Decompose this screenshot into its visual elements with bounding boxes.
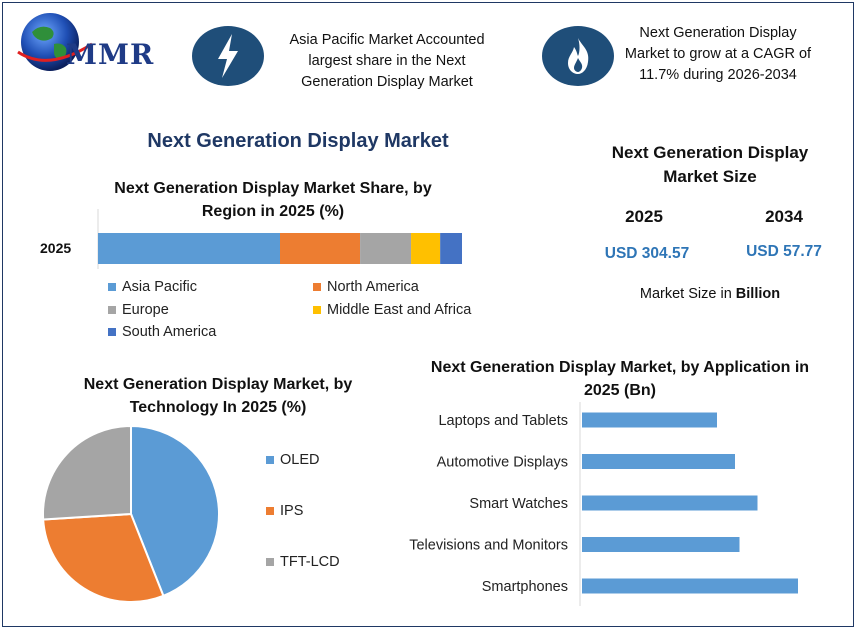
market-size-value-2034: USD 57.77 [746,243,822,260]
legend-label: North America [327,279,419,295]
legend-swatch [313,305,321,314]
region-legend-item-north-america: North America [313,279,419,295]
region-bar-segment-asia-pacific [98,233,280,264]
info-text-cagr: Next Generation Display Market to grow a… [624,25,812,83]
pie-slice-tft-lcd [42,424,132,521]
legend-label: Middle East and Africa [327,301,472,318]
globe-icon [17,13,93,71]
application-category-label-smartphones: Smartphones [482,579,568,595]
legend-swatch [266,456,274,464]
flame-icon [568,38,589,74]
legend-swatch [108,305,116,314]
application-bar-televisions-and-monitors [582,537,740,552]
application-bar-smart-watches [582,495,758,511]
application-bar-chart: Laptops and Tablets Automotive Displays Sm… [409,402,798,606]
info-text-asia-pacific: Asia Pacific Market Accounted largest sh… [289,32,485,90]
technology-chart-title: Next Generation Display Market, by Techn… [83,376,353,416]
region-legend-item-europe: Europe [108,302,169,318]
region-bar-segment-north-america [280,233,361,264]
legend-label: South America [122,324,217,340]
application-bar-laptops-and-tablets [582,412,717,428]
technology-legend-item-tft-lcd: TFT-LCD [266,554,340,570]
market-size-value-2025: USD 304.57 [604,245,690,262]
technology-legend-item-oled: OLED [266,452,320,468]
market-size-unit-note: Market Size in Billion [639,286,781,302]
application-bar-smartphones [582,578,798,594]
legend-label: OLED [280,452,320,468]
application-chart-title: Next Generation Display Market, by Appli… [430,359,810,399]
region-legend-item-middle-east-and-africa: Middle East and Africa [313,302,471,318]
region-legend-item-asia-pacific: Asia Pacific [108,279,197,295]
market-size-year-2025: 2025 [625,207,663,226]
legend-swatch [108,283,116,291]
legend-label: Europe [122,301,169,318]
legend-label: Asia Pacific [122,279,197,295]
market-size-year-2034: 2034 [765,207,803,226]
application-category-label-laptops-and-tablets: Laptops and Tablets [438,413,568,429]
legend-label: TFT-LCD [280,554,340,570]
mmr-logo: MMR [14,8,180,78]
application-category-label-automotive-displays: Automotive Displays [437,455,568,471]
market-size-title: Next Generation Display Market Size [611,143,809,186]
application-category-label-televisions-and-monitors: Televisions and Monitors [409,538,568,554]
region-bar-segment-middle-east-and-africa [411,233,441,264]
lightning-icon [218,34,238,78]
region-bar-segment-europe [360,233,412,264]
application-bar-automotive-displays [582,454,735,469]
application-category-label-smart-watches: Smart Watches [469,496,568,512]
legend-swatch [266,507,274,515]
region-bar-category: 2025 [40,240,72,256]
technology-legend-item-ips: IPS [266,503,303,519]
legend-label: IPS [280,503,304,519]
main-title: Next Generation Display Market [147,130,449,152]
region-chart-title: Next Generation Display Market Share, by… [114,180,432,220]
pie-slice-ips [42,512,165,603]
legend-swatch [313,283,321,291]
flame-badge [542,26,614,86]
region-bar-segment-south-america [440,233,462,264]
logo-text: MMR [66,38,155,71]
technology-pie [42,424,220,603]
lightning-badge [192,26,264,86]
region-stacked-bar [97,209,462,269]
pie-slice-oled [130,424,220,598]
region-legend-item-south-america: South America [108,324,216,340]
legend-swatch [108,328,116,336]
legend-swatch [266,558,274,566]
